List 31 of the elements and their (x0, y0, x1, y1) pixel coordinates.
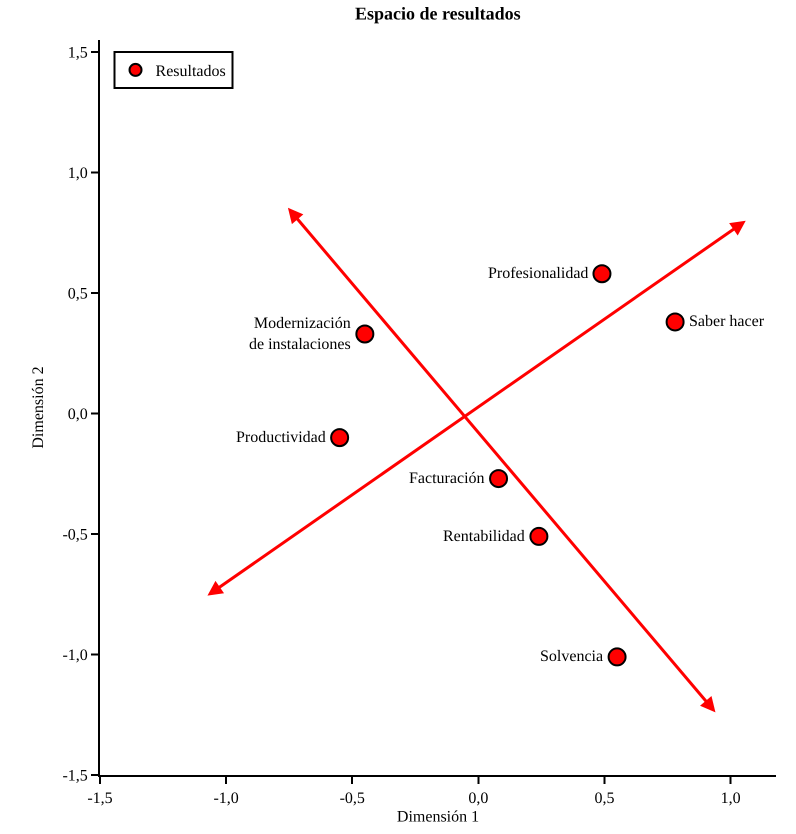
point (529, 526, 548, 546)
annotation: Profesionalidad (488, 265, 588, 282)
x-tick-label: 0,0 (468, 790, 488, 808)
point (489, 469, 508, 488)
x-tick-label: 0,5 (594, 790, 614, 808)
point (355, 324, 374, 344)
chart-title: Espacio de resultados (354, 3, 521, 24)
y-tick-label: -1,0 (62, 647, 88, 664)
point (608, 647, 627, 666)
point (666, 312, 685, 332)
annotation: Productividad (236, 429, 326, 446)
x-tick-label: -1,0 (213, 790, 239, 808)
y-tick-label: 0,5 (68, 286, 88, 303)
annotation: Rentabilidad (443, 528, 525, 545)
annotation: Modernización de instalaciones (249, 315, 351, 353)
annotation: Solvencia (540, 648, 604, 665)
legend-label: Resultados (156, 63, 226, 80)
y-tick-label: 0,0 (68, 406, 88, 424)
point (330, 428, 350, 448)
annotation: Saber hacer (689, 313, 765, 330)
x-tick-label: -0,5 (340, 790, 365, 808)
y-tick-label: -0,5 (62, 526, 88, 544)
point (592, 264, 612, 284)
x-axis-title: Dimensión 1 (396, 808, 480, 826)
x-tick-label: 1,0 (720, 790, 741, 808)
x-tick-label: -1,5 (87, 790, 113, 808)
y-axis-title: Dimensión 2 (30, 366, 47, 449)
annotation: Facturación (409, 470, 485, 487)
y-tick-label: 1,5 (68, 44, 88, 62)
y-tick-label: 1,0 (68, 165, 88, 182)
y-tick-label: -1,5 (62, 768, 88, 785)
